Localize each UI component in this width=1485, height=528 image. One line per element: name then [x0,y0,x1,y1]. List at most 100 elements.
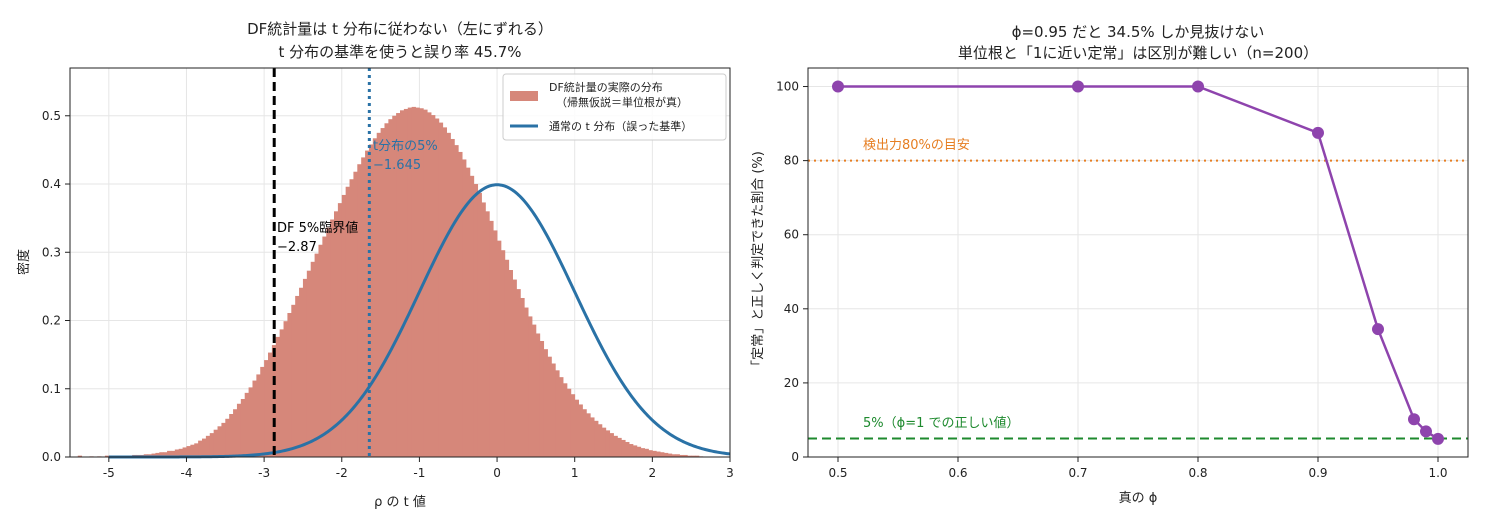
histogram-bar [636,446,642,457]
histogram-bar [244,392,249,457]
histogram-bar [213,429,218,457]
left-y-tick-label: 0.0 [42,450,61,464]
histogram-bar [349,179,354,457]
histogram-bar [671,454,677,457]
histogram-bar [353,171,358,457]
right-y-tick-label: 80 [784,154,799,168]
histogram-bar [104,455,110,457]
left-x-tick-label: -3 [258,466,270,480]
right-x-tick-label: 0.5 [828,466,847,480]
df-critical-label-line2: −2.87 [277,240,317,255]
right-plot-frame [807,67,1469,458]
legend-histogram-label-line1: DF統計量の実際の分布 [549,80,663,94]
histogram-bar [462,159,467,457]
histogram-bar [687,455,692,457]
histogram-bar [578,404,583,457]
left-x-ticks: -5 -4 -3 -2 -1 0 1 2 3 [103,457,734,480]
size-5-label: 5%（ϕ=1 での正しい値） [863,415,1020,431]
histogram-bar [388,119,393,458]
histogram-bar [198,440,203,457]
right-title-line2: 単位根と「1に近い定常」は区別が難しい（n=200） [958,44,1318,62]
histogram-bar [334,211,339,457]
histogram-bar [159,452,164,457]
right-y-tick-label: 0 [791,450,799,464]
right-x-tick-label: 1.0 [1428,466,1447,480]
power-80-label: 検出力80%の目安 [863,138,970,153]
left-histogram [77,106,704,458]
histogram-bar [473,184,479,457]
histogram-bar [640,448,645,457]
right-y-tick-label: 60 [784,228,799,242]
histogram-bar [660,452,665,457]
histogram-bar [205,435,211,457]
legend-histogram-swatch [510,91,538,101]
left-title-line2: t 分布の基準を使うと誤り率 45.7% [278,43,521,61]
right-reference-lines [808,159,1468,440]
histogram-bar [598,424,603,457]
power-curve-point [1408,413,1420,426]
histogram-bar [516,289,521,457]
histogram-bar [419,108,424,457]
histogram-bar [264,360,269,457]
right-y-tick-label: 40 [784,302,799,316]
histogram-bar [365,150,370,457]
left-x-tick-label: 1 [571,466,579,480]
left-x-tick-label: 2 [649,466,657,480]
histogram-bar [182,447,187,457]
histogram-bar [357,164,362,457]
right-x-tick-label: 0.8 [1188,466,1207,480]
histogram-bar [617,437,622,457]
histogram-bar [555,370,560,457]
histogram-bar [450,138,455,457]
histogram-bar [167,450,172,457]
histogram-bar [566,388,572,457]
histogram-bar [415,107,420,457]
right-series [832,80,1444,445]
histogram-bar [481,202,486,457]
histogram-bar [77,455,83,457]
histogram-bar [368,144,374,457]
left-x-tick-label: -4 [180,466,192,480]
t-critical-label-line2: −1.645 [373,158,421,173]
histogram-bar [202,438,207,457]
histogram-bar [466,167,471,457]
power-curve-point [1432,432,1444,445]
histogram-bar [423,109,428,457]
histogram-bar [306,270,312,457]
histogram-bar [594,420,599,457]
histogram-bar [155,452,160,457]
power-curve-point [1420,425,1432,438]
histogram-bar [504,259,510,457]
right-y-tick-label: 20 [784,376,799,390]
left-x-tick-label: 0 [493,466,501,480]
histogram-bar [225,418,230,457]
histogram-bar [322,236,327,457]
histogram-bar [326,227,331,457]
histogram-bar [547,356,552,457]
histogram-bar [291,304,296,457]
histogram-bar [190,444,195,457]
histogram-bar [644,448,649,457]
histogram-bar [170,450,176,457]
histogram-bar [656,451,661,457]
histogram-bar [174,449,180,457]
histogram-bar [330,219,335,457]
histogram-bar [252,380,257,457]
right-y-tick-label: 100 [776,80,799,94]
histogram-bar [376,132,381,458]
histogram-bar [520,297,525,457]
histogram-bar [372,138,378,458]
t-critical-label-line1: t分布の5% [373,139,438,154]
histogram-bar [489,220,494,457]
right-x-tick-label: 0.9 [1308,466,1327,480]
histogram-bar [400,110,405,457]
histogram-bar [683,454,688,457]
power-curve-point [1072,80,1084,93]
right-x-tick-label: 0.7 [1068,466,1087,480]
histogram-bar [337,203,343,457]
histogram-bar [178,448,183,457]
left-y-tick-label: 0.4 [42,177,61,191]
histogram-bar [563,383,568,457]
histogram-bar [528,316,533,457]
histogram-bar [438,122,444,457]
